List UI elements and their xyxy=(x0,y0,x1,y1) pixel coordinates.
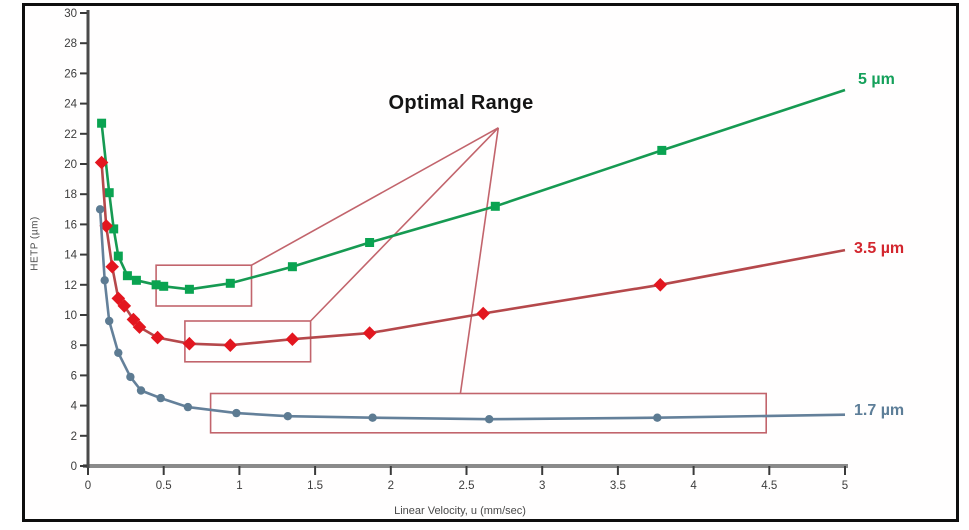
svg-text:14: 14 xyxy=(64,250,77,262)
y-axis-label: HETP (µm) xyxy=(29,216,41,271)
svg-text:24: 24 xyxy=(64,99,77,111)
svg-text:1: 1 xyxy=(236,480,242,492)
svg-text:0.5: 0.5 xyxy=(156,480,172,492)
series-17m xyxy=(95,205,846,424)
series-label-3-5um: 3.5 µm xyxy=(854,240,905,257)
svg-text:20: 20 xyxy=(64,159,77,171)
svg-text:0: 0 xyxy=(85,480,91,492)
svg-text:2: 2 xyxy=(71,431,77,443)
optimal-range-boxes xyxy=(155,264,767,434)
svg-text:10: 10 xyxy=(64,310,77,322)
svg-text:6: 6 xyxy=(71,370,77,382)
svg-text:26: 26 xyxy=(64,68,77,80)
series-label-1-7um: 1.7 µm xyxy=(854,402,905,419)
svg-text:3: 3 xyxy=(539,480,545,492)
svg-text:0: 0 xyxy=(71,461,77,473)
optimal-range-pointer-lines xyxy=(251,127,500,394)
svg-text:1.5: 1.5 xyxy=(307,480,323,492)
svg-text:4: 4 xyxy=(71,401,78,413)
svg-text:2.5: 2.5 xyxy=(459,480,475,492)
svg-text:12: 12 xyxy=(64,280,77,292)
svg-text:3.5: 3.5 xyxy=(610,480,626,492)
svg-text:30: 30 xyxy=(64,8,77,20)
svg-text:4.5: 4.5 xyxy=(761,480,777,492)
svg-text:16: 16 xyxy=(64,219,77,231)
series-5m xyxy=(97,88,846,294)
optimal-range-annotation-label: Optimal Range xyxy=(388,92,534,114)
series-label-5um: 5 µm xyxy=(858,71,895,88)
x-axis: 0 0.5 1 1.5 2 2.5 3 3.5 4 4.5 5 xyxy=(83,464,848,492)
svg-text:2: 2 xyxy=(388,480,394,492)
svg-text:28: 28 xyxy=(64,38,77,50)
svg-text:22: 22 xyxy=(64,129,77,141)
svg-text:18: 18 xyxy=(64,189,77,201)
image-border-frame xyxy=(22,3,959,522)
svg-text:8: 8 xyxy=(71,340,77,352)
svg-text:4: 4 xyxy=(690,480,697,492)
svg-text:5: 5 xyxy=(842,480,848,492)
x-axis-label: Linear Velocity, u (mm/sec) xyxy=(394,505,526,517)
